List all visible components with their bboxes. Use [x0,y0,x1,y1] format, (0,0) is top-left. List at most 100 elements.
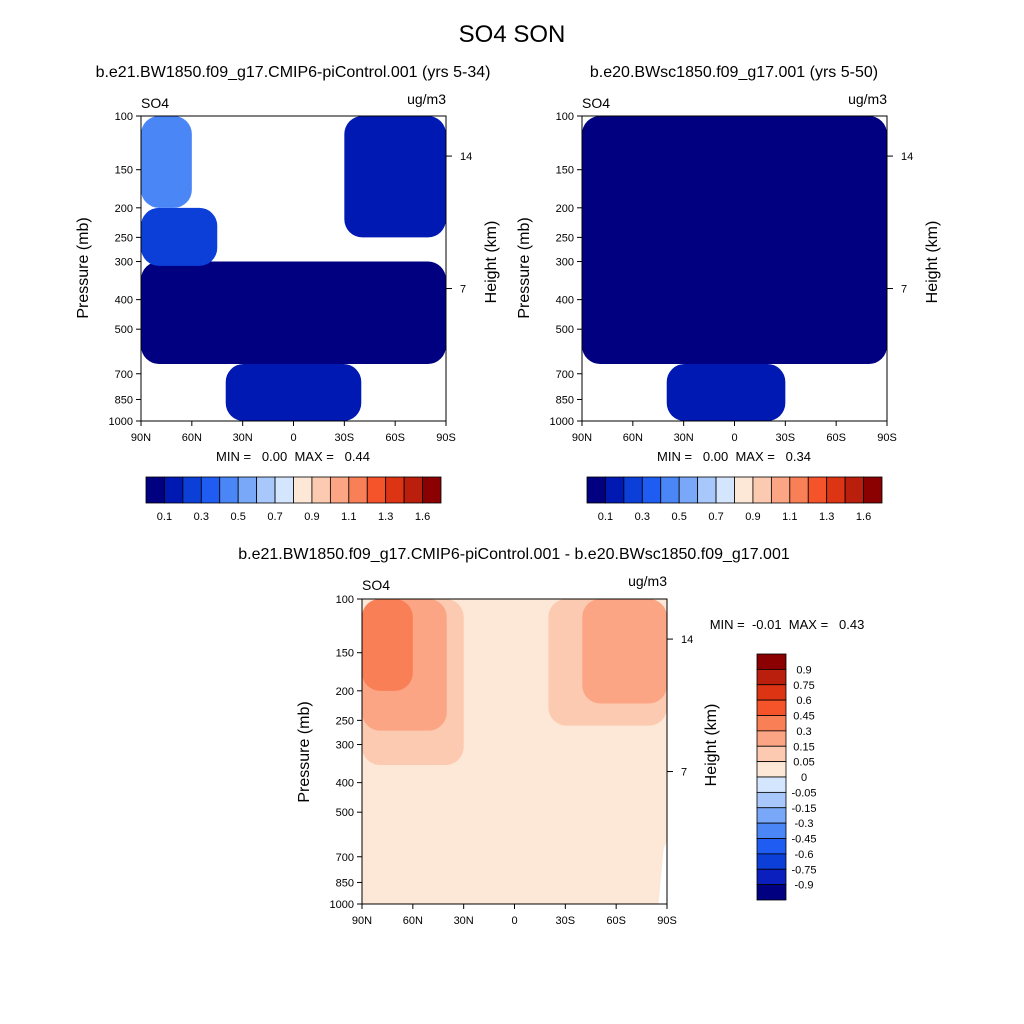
colorbar-swatch [756,807,787,824]
colorbar-swatch [844,476,864,504]
colorbar-swatch [863,476,883,504]
panel-1-title: b.e21.BW1850.f09_g17.CMIP6-piControl.001… [96,64,491,81]
y2-tick-label: 7 [901,284,907,296]
colorbar-label: -0.05 [791,787,816,799]
colorbar-label: 1.6 [856,511,871,523]
y-tick-label: 500 [336,807,354,819]
x-tick-label: 0 [731,432,737,444]
x-tick-label: 60S [606,915,626,927]
colorbar-swatch [756,745,787,763]
x-tick-label: 30S [776,432,796,444]
y-tick-label: 1000 [330,899,354,911]
colorbar-label: -0.75 [791,864,816,876]
colorbar-label: 0.9 [745,511,760,523]
colorbar-label: 1.1 [341,511,356,523]
x-tick-label: 90N [352,915,372,927]
y-tick-label: 300 [556,257,574,269]
colorbar-label: -0.45 [791,834,816,846]
colorbar-label: 0.5 [672,511,687,523]
colorbar-swatch [756,653,787,670]
colorbar-label: 1.3 [378,511,393,523]
colorbar-swatch [756,884,787,901]
colorbar-swatch [237,476,258,504]
colorbar-label: -0.15 [791,803,816,815]
colorbar-swatch [256,476,276,504]
x-tick-label: 60S [826,432,846,444]
x-tick-label: 90S [436,432,456,444]
panel-2-contour-field [582,116,887,421]
panel-3-units-label: ug/m3 [628,573,667,589]
colorbar-swatch [182,476,202,504]
colorbar-label: -0.9 [795,880,814,892]
colorbar-label: -0.6 [795,849,814,861]
y-tick-label: 1000 [109,416,133,428]
colorbar-swatch [403,476,423,504]
contour-region [362,599,413,691]
x-tick-label: 0 [511,915,517,927]
colorbar-label: 0.75 [793,680,814,692]
y-tick-label: 850 [556,394,574,406]
colorbar-label: 0.3 [194,511,209,523]
panel-1-units-label: ug/m3 [407,91,446,107]
panel-2-variable-label: SO4 [582,95,610,111]
panel-2-units-label: ug/m3 [848,91,887,107]
colorbar-swatch [605,476,625,504]
y-tick-label: 250 [115,232,133,244]
colorbar-label: 1.1 [782,511,797,523]
y-tick-label: 500 [115,324,133,336]
panel-3-colorbar: 0.9 0.75 0.6 0.45 0.3 0.15 0.05 0 -0.05 -0.15 -0.3… [756,653,817,901]
panel-1-variable-label: SO4 [141,95,169,111]
colorbar-label: 0.05 [793,757,814,769]
colorbar-swatch [623,476,643,504]
panel-2-ylabel: Pressure (mb) [516,217,533,318]
panel-2: b.e20.BWsc1850.f09_g17.001 (yrs 5-50) SO… [516,64,941,523]
colorbar-swatch [789,476,809,504]
panel-1-y2label: Height (km) [483,221,500,304]
y2-tick-label: 7 [460,284,466,296]
colorbar-swatch [756,822,787,839]
x-tick-label: 90N [572,432,592,444]
colorbar-label: 0.15 [793,741,814,753]
colorbar-swatch [366,476,387,504]
colorbar-swatch [385,476,405,504]
colorbar-swatch [641,476,662,504]
x-tick-label: 60N [182,432,202,444]
colorbar-label: 1.6 [415,511,430,523]
colorbar-swatch [756,838,787,855]
y-tick-label: 400 [115,295,133,307]
y-tick-label: 150 [336,648,354,660]
colorbar-label: 0.7 [267,511,282,523]
colorbar-swatch [274,476,294,504]
colorbar-swatch [756,868,787,886]
panel-3-title: b.e21.BW1850.f09_g17.CMIP6-piControl.001… [238,546,790,563]
colorbar-swatch [756,776,787,793]
contour-region [225,363,362,421]
panel-1-colorbar: 0.1 0.3 0.5 0.7 0.9 1.1 1.3 1.6 [145,476,442,523]
contour-region [582,599,667,704]
y2-tick-label: 14 [901,151,913,163]
panel-1-ylabel: Pressure (mb) [75,217,92,318]
panel-3-min-max: MIN = -0.01 MAX = 0.43 [710,617,865,632]
y-tick-label: 200 [115,203,133,215]
contour-region [141,116,192,208]
colorbar-swatch [293,476,313,504]
y-tick-label: 1000 [550,416,574,428]
colorbar-swatch [715,476,735,504]
y-tick-label: 150 [115,165,133,177]
y-tick-label: 700 [336,852,354,864]
y2-tick-label: 7 [681,767,687,779]
colorbar-label: 0.3 [796,726,811,738]
panel-1: b.e21.BW1850.f09_g17.CMIP6-piControl.001… [75,64,500,523]
colorbar-swatch [756,853,787,870]
colorbar-label: 0.9 [796,664,811,676]
colorbar-swatch [752,476,772,504]
colorbar-swatch [756,684,787,701]
colorbar-label: -0.3 [795,818,814,830]
colorbar-swatch [756,791,787,809]
colorbar-swatch [807,476,828,504]
contour-region [582,116,887,364]
x-tick-label: 90S [657,915,677,927]
colorbar-label: 0.3 [635,511,650,523]
colorbar-swatch [734,476,754,504]
panel-3-y2label: Height (km) [703,704,720,787]
